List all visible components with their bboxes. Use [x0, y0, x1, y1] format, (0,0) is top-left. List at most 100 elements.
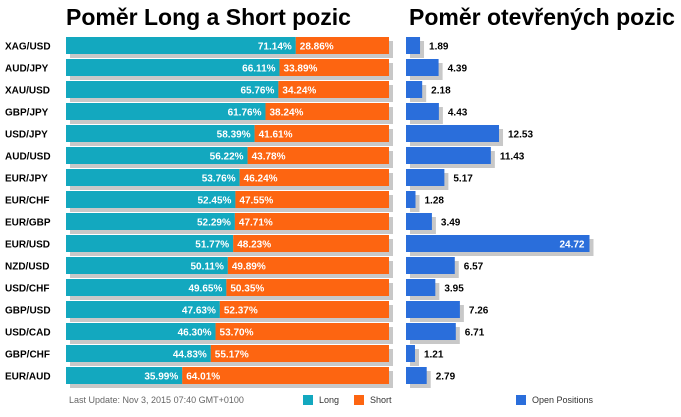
bar-open-positions — [406, 147, 491, 164]
data-label-open-positions: 4.43 — [448, 108, 468, 119]
data-label-long: 35.99% — [144, 372, 178, 383]
category-label: XAG/USD — [5, 42, 51, 53]
data-label-long: 52.29% — [197, 218, 231, 229]
bar-short — [227, 257, 389, 274]
category-label: GBP/USD — [5, 306, 51, 317]
bar-short — [234, 213, 389, 230]
legend-long-swatch — [303, 395, 313, 405]
data-label-long: 50.11% — [190, 262, 223, 273]
category-label: AUD/JPY — [5, 64, 49, 75]
bar-short — [182, 367, 389, 384]
bar-open-positions — [406, 59, 439, 76]
data-label-long: 58.39% — [217, 130, 251, 141]
data-label-open-positions: 1.28 — [425, 196, 445, 207]
legend-long: Long — [303, 393, 339, 407]
data-label-open-positions: 24.72 — [559, 240, 584, 251]
data-label-long: 46.30% — [178, 328, 212, 339]
legend-short: Short — [354, 393, 392, 407]
category-label: EUR/AUD — [5, 372, 51, 383]
data-label-open-positions: 5.17 — [453, 174, 473, 185]
bar-short — [215, 323, 389, 340]
bar-long — [66, 301, 220, 318]
data-label-short: 48.23% — [237, 240, 271, 251]
bar-long — [66, 169, 240, 186]
bar-open-positions — [406, 81, 423, 98]
data-label-long: 65.76% — [240, 86, 274, 97]
bar-long — [66, 59, 280, 76]
data-label-open-positions: 3.95 — [444, 284, 464, 295]
legend-short-label: Short — [370, 395, 392, 405]
bar-long — [66, 257, 228, 274]
last-update-text: Last Update: Nov 3, 2015 07:40 GMT+0100 — [69, 395, 244, 405]
chart-title-open-positions: Poměr otevřených pozic — [409, 4, 675, 30]
data-label-short: 49.89% — [232, 262, 266, 273]
data-label-long: 56.22% — [210, 152, 244, 163]
bar-short — [233, 235, 389, 252]
bar-long — [66, 147, 248, 164]
bar-short — [219, 301, 389, 318]
bar-short — [210, 345, 389, 362]
bar-open-positions — [406, 235, 590, 252]
data-label-short: 47.55% — [239, 196, 273, 207]
bar-long — [66, 279, 227, 296]
data-label-short: 47.71% — [239, 218, 273, 229]
bar-long — [66, 103, 266, 120]
bar-long — [66, 323, 216, 340]
bar-short — [278, 81, 389, 98]
bar-long — [66, 191, 236, 208]
data-label-long: 61.76% — [228, 108, 262, 119]
bar-long — [66, 125, 255, 142]
data-label-long: 44.83% — [173, 350, 207, 361]
legend-open-swatch — [516, 395, 526, 405]
category-label: GBP/JPY — [5, 108, 49, 119]
data-label-short: 53.70% — [220, 328, 254, 339]
bar-open-positions — [406, 257, 455, 274]
data-label-long: 71.14% — [258, 42, 292, 53]
bar-long — [66, 213, 235, 230]
category-label: EUR/GBP — [5, 218, 51, 229]
bar-open-positions — [406, 125, 500, 142]
legend-open-label: Open Positions — [532, 395, 594, 405]
data-label-short: 28.86% — [300, 42, 334, 53]
data-label-open-positions: 11.43 — [500, 152, 525, 163]
data-label-open-positions: 1.21 — [424, 350, 444, 361]
bar-open-positions — [406, 301, 460, 318]
data-label-open-positions: 6.71 — [465, 328, 485, 339]
data-label-open-positions: 1.89 — [429, 42, 449, 53]
data-label-short: 55.17% — [215, 350, 249, 361]
bar-open-positions — [406, 323, 456, 340]
category-label: GBP/CHF — [5, 350, 50, 361]
data-label-long: 49.65% — [188, 284, 222, 295]
bar-open-positions — [406, 345, 415, 362]
data-label-open-positions: 2.79 — [436, 372, 456, 383]
bar-long — [66, 367, 183, 384]
bar-short — [279, 59, 389, 76]
bar-open-positions — [406, 169, 445, 186]
data-label-open-positions: 3.49 — [441, 218, 461, 229]
data-label-short: 46.24% — [244, 174, 278, 185]
data-label-long: 66.11% — [242, 64, 275, 75]
data-label-open-positions: 12.53 — [508, 130, 533, 141]
data-label-long: 47.63% — [182, 306, 216, 317]
legend-open-positions: Open Positions — [516, 393, 593, 407]
legend-long-label: Long — [319, 395, 340, 405]
bar-short — [295, 37, 389, 54]
data-label-long: 52.45% — [197, 196, 231, 207]
bar-open-positions — [406, 213, 432, 230]
data-label-short: 33.89% — [284, 64, 318, 75]
data-label-short: 64.01% — [186, 372, 220, 383]
category-label: USD/JPY — [5, 130, 48, 141]
bar-short — [265, 103, 389, 120]
data-label-short: 52.37% — [224, 306, 258, 317]
bar-long — [66, 345, 211, 362]
bar-open-positions — [406, 103, 439, 120]
data-label-short: 41.61% — [259, 130, 293, 141]
bar-short — [254, 125, 389, 142]
bar-short — [247, 147, 389, 164]
chart-title-long-short: Poměr Long a Short pozic — [66, 4, 351, 30]
bar-short — [226, 279, 389, 296]
bar-open-positions — [406, 191, 416, 208]
bar-open-positions — [406, 279, 436, 296]
category-label: EUR/USD — [5, 240, 50, 251]
